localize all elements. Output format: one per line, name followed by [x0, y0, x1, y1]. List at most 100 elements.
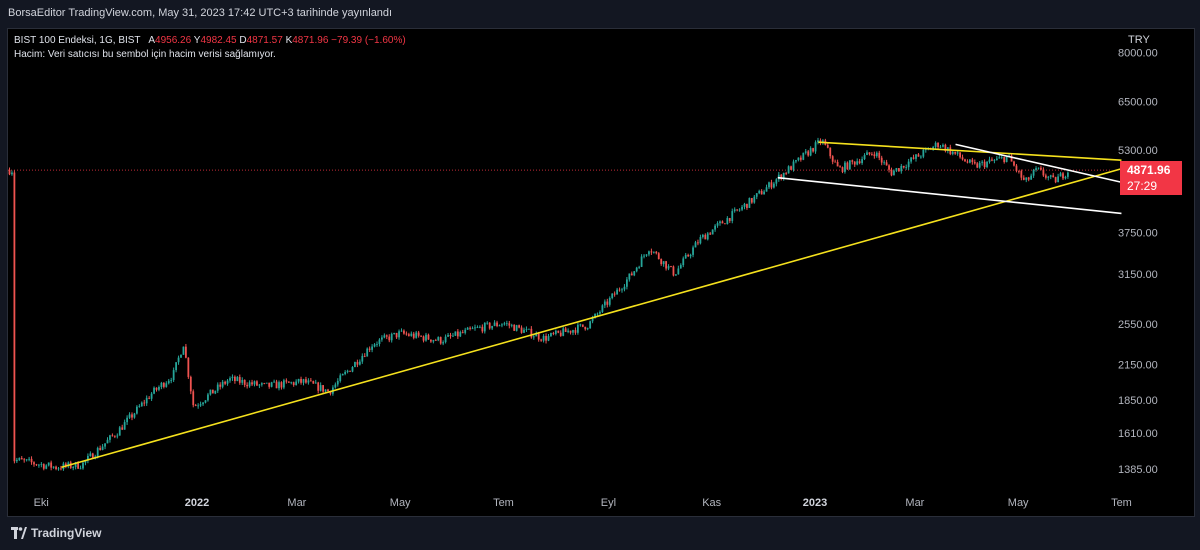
candle-body	[221, 381, 224, 387]
candle-body	[848, 160, 851, 170]
candle-body	[679, 265, 682, 269]
candle-body	[787, 166, 790, 174]
currency-label[interactable]: TRY	[1128, 34, 1150, 46]
candle-body	[699, 237, 702, 244]
candle-body	[775, 179, 778, 184]
candle-body	[145, 397, 148, 404]
candle-body	[807, 151, 810, 156]
y-tick-label: 3750.00	[1118, 227, 1158, 239]
candle-body	[731, 211, 734, 221]
candle-body	[302, 379, 305, 383]
candle-body	[594, 313, 596, 318]
candle-body	[863, 155, 866, 160]
candle-body	[211, 389, 214, 394]
candle-body	[733, 209, 736, 212]
x-tick-label: 2023	[803, 497, 827, 509]
candle-body	[23, 459, 26, 461]
candle-body	[486, 322, 489, 324]
candle-body	[327, 389, 329, 392]
price-chart[interactable]: 1385.00 1610.00 1850.00 2150.00 2550.00 3150.…	[8, 29, 1194, 516]
candle-body	[1010, 155, 1013, 162]
candle-body	[633, 271, 636, 276]
candle-body	[253, 381, 256, 385]
candle-body	[799, 157, 802, 160]
candle-body	[523, 329, 525, 333]
candle-body	[1042, 169, 1045, 176]
candle-body	[143, 402, 146, 404]
candle-body	[510, 324, 513, 326]
candle-body	[172, 370, 175, 381]
candle-body	[131, 414, 133, 418]
candle-body	[479, 326, 481, 328]
candle-body	[831, 156, 834, 162]
candle-body	[694, 242, 697, 248]
y-tick-label: 2150.00	[1118, 360, 1158, 372]
chart-frame[interactable]	[7, 28, 1195, 517]
candle-body	[128, 414, 131, 418]
candle-body	[214, 390, 217, 394]
candle-body	[278, 382, 280, 389]
candle-body	[224, 381, 226, 384]
x-tick-label: Eyl	[601, 497, 616, 509]
candle-body	[89, 453, 92, 456]
candle-body	[550, 333, 552, 337]
candle-body	[393, 332, 396, 334]
candle-body	[858, 161, 861, 164]
y-tick-label: 1385.00	[1118, 464, 1158, 476]
candle-body	[640, 256, 643, 267]
candle-body	[192, 391, 195, 406]
publish-header: BorsaEditor TradingView.com, May 31, 202…	[0, 0, 1200, 28]
candle-body	[991, 159, 993, 161]
candle-body	[684, 254, 687, 259]
candle-body	[11, 172, 13, 175]
candle-body	[52, 466, 55, 468]
candle-body	[1059, 173, 1062, 177]
candle-body	[8, 170, 11, 175]
white-trendline[interactable]	[955, 143, 1122, 184]
candle-body	[447, 334, 449, 337]
candle-body	[765, 187, 768, 192]
candle-body	[829, 147, 832, 157]
candle-body	[305, 379, 307, 383]
candle-body	[280, 382, 283, 388]
candle-body	[422, 336, 425, 341]
candle-body	[589, 321, 592, 329]
candle-body	[986, 161, 988, 168]
candle-body	[961, 157, 964, 160]
candle-body	[162, 382, 165, 387]
candle-body	[158, 387, 160, 390]
candle-body	[273, 381, 275, 383]
last-price-badge: 4871.96 27:29	[1120, 161, 1182, 195]
tradingview-logo-icon[interactable]	[11, 527, 27, 539]
candle-body	[596, 313, 599, 315]
candle-body	[875, 152, 878, 157]
candle-body	[802, 152, 805, 160]
candle-body	[136, 406, 138, 414]
close-value: 4871.96	[292, 35, 329, 46]
candle-body	[444, 336, 447, 343]
candle-body	[202, 402, 204, 405]
white-trendline[interactable]	[777, 176, 1122, 215]
yellow-trendline[interactable]	[818, 141, 1122, 162]
candle-body	[226, 380, 229, 384]
y-tick-label: 5300.00	[1118, 145, 1158, 157]
candle-body	[532, 336, 535, 338]
candle-body	[944, 144, 947, 152]
candle-body	[954, 151, 957, 154]
candle-body	[662, 261, 665, 265]
low-value: 4871.57	[246, 35, 283, 46]
candle-body	[285, 380, 288, 382]
candle-body	[839, 166, 841, 168]
tradingview-brand[interactable]: TradingView	[31, 526, 102, 540]
candle-body	[238, 377, 241, 383]
candle-body	[317, 382, 320, 391]
candle-body	[741, 206, 743, 210]
symbol-name[interactable]: BIST 100 Endeksi, 1G, BIST	[14, 35, 141, 46]
candle-body	[38, 464, 40, 466]
yellow-trendline[interactable]	[61, 168, 1122, 469]
candle-body	[812, 148, 814, 152]
candle-body	[880, 157, 883, 163]
candle-body	[314, 382, 317, 384]
candle-body	[133, 413, 136, 418]
candle-body	[755, 193, 758, 197]
